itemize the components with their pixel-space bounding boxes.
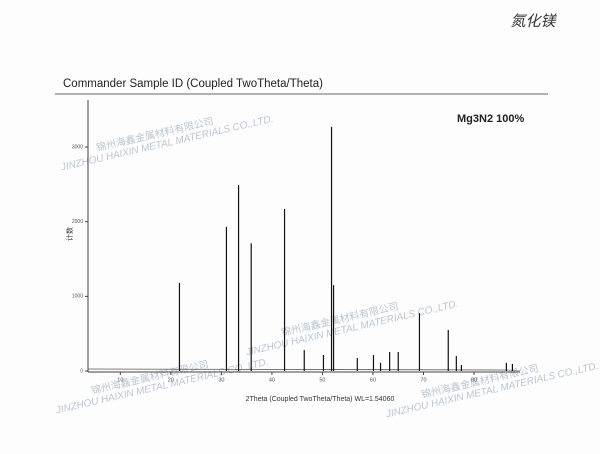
x-tick-label: 20 [168,377,174,383]
x-tick-label: 70 [420,377,426,383]
y-tick-label: 2000 [72,219,83,225]
y-tick-label: 3000 [72,144,83,150]
chart-title: Commander Sample ID (Coupled TwoTheta/Th… [63,78,323,90]
x-tick-label: 10 [117,377,123,383]
x-tick-label: 60 [370,377,376,383]
x-tick-label: 80 [471,377,477,383]
annotation: Mg3N2 100% [457,113,524,125]
x-tick-label: 40 [269,377,275,383]
x-tick-label: 50 [319,377,325,383]
x-axis-label: 2Theta (Coupled TwoTheta/Theta) WL=1.540… [246,396,395,403]
y-axis-label: 计数 [65,227,74,241]
y-tick-label: 0 [80,368,83,374]
y-tick-label: 1000 [72,294,83,300]
x-tick-label: 30 [218,377,224,383]
handwritten-note: 氮化镁 [510,13,557,30]
